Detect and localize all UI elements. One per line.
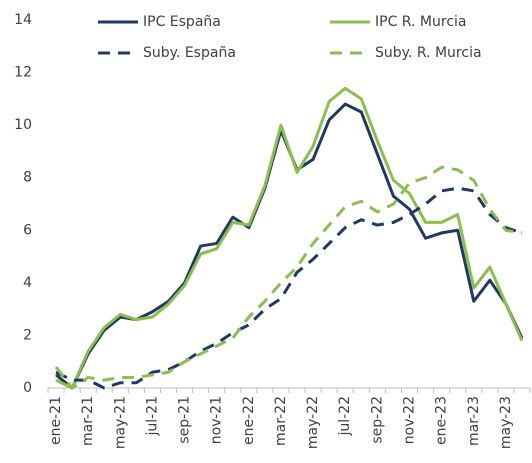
y-tick-label: 14 — [14, 12, 32, 28]
y-tick-label: 8 — [23, 170, 32, 186]
series-line — [54, 165, 523, 390]
x-tick-label: ene-22 — [241, 396, 257, 445]
y-tick-label: 12 — [14, 65, 32, 81]
legend-label: IPC R. Murcia — [375, 14, 467, 30]
x-tick-label: mar-23 — [466, 396, 482, 446]
legend-label: Suby. R. Murcia — [375, 45, 482, 61]
y-tick-label: 6 — [23, 222, 32, 238]
x-tick-label: sep-21 — [177, 396, 193, 444]
x-tick-label: nov-21 — [209, 396, 225, 444]
series-line — [55, 86, 524, 390]
y-tick-label: 0 — [23, 380, 32, 396]
legend-label: IPC España — [143, 14, 221, 30]
x-tick-label: ene-23 — [434, 396, 450, 445]
x-tick-label: may-21 — [112, 396, 128, 449]
x-tick-label: jul-22 — [337, 396, 353, 437]
y-tick-label: 4 — [23, 275, 32, 291]
series-line — [55, 186, 523, 390]
x-tick-label: nov-22 — [402, 396, 418, 444]
y-tick-label: 10 — [14, 117, 32, 133]
y-tick-label: 2 — [23, 327, 32, 343]
x-tick-label: sep-22 — [369, 396, 385, 444]
legend-label: Suby. España — [143, 45, 236, 61]
x-tick-label: jul-21 — [144, 396, 160, 437]
x-tick-label: may-23 — [498, 396, 514, 449]
x-tick-label: may-22 — [305, 396, 321, 449]
x-tick-label: ene-21 — [48, 396, 64, 445]
x-tick-label: mar-22 — [273, 396, 289, 446]
x-tick-label: mar-21 — [80, 396, 96, 446]
